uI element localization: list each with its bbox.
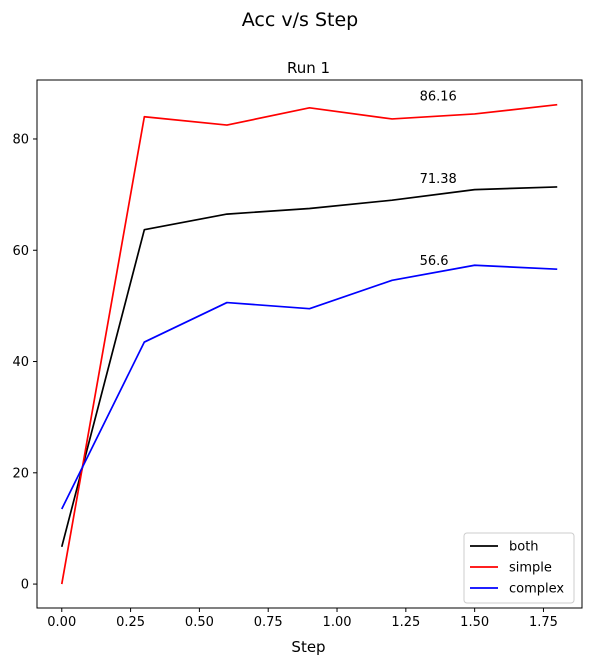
plot-area: 86.16 71.38 56.6 0.00 0.25 0.50 0.75 1.00 1.25 1… (12, 79, 583, 630)
legend-label-simple: simple (509, 561, 552, 576)
x-tick-label: 0.00 (47, 615, 76, 630)
y-tick-label: 80 (12, 132, 29, 147)
x-tick-label: 1.00 (323, 615, 352, 630)
chart-title: Run 1 (287, 59, 330, 77)
data-annotation: 86.16 (420, 90, 457, 105)
series-line-both (60, 186, 558, 548)
y-tick-label: 60 (12, 244, 29, 259)
x-tick-label: 0.75 (254, 615, 283, 630)
series-line-complex (61, 264, 558, 510)
data-annotation: 71.38 (420, 172, 457, 187)
x-tick-label: 1.25 (391, 615, 420, 630)
data-annotation: 56.6 (420, 254, 449, 269)
y-tick-label: 0 (21, 578, 29, 593)
series-line-simple (60, 103, 558, 585)
figure-suptitle: Acc v/s Step (242, 9, 358, 31)
x-tick-label: 1.50 (460, 615, 489, 630)
x-axis-ticks: 0.00 0.25 0.50 0.75 1.00 1.25 1.50 1.75 (47, 608, 558, 630)
x-tick-label: 0.50 (185, 615, 214, 630)
annotations: 86.16 71.38 56.6 (420, 90, 457, 269)
y-tick-label: 40 (12, 355, 29, 370)
series-lines (60, 103, 558, 585)
x-axis-label: Step (291, 638, 325, 656)
x-tick-label: 1.75 (529, 615, 558, 630)
y-axis-ticks: 0 20 40 60 80 (12, 132, 37, 593)
x-tick-label: 0.25 (116, 615, 145, 630)
y-tick-label: 20 (12, 466, 29, 481)
legend-box (463, 532, 575, 604)
legend-label-both: both (509, 540, 539, 555)
axes-frame (36, 79, 583, 609)
legend: both simple complex (463, 532, 575, 604)
legend-label-complex: complex (509, 582, 564, 597)
